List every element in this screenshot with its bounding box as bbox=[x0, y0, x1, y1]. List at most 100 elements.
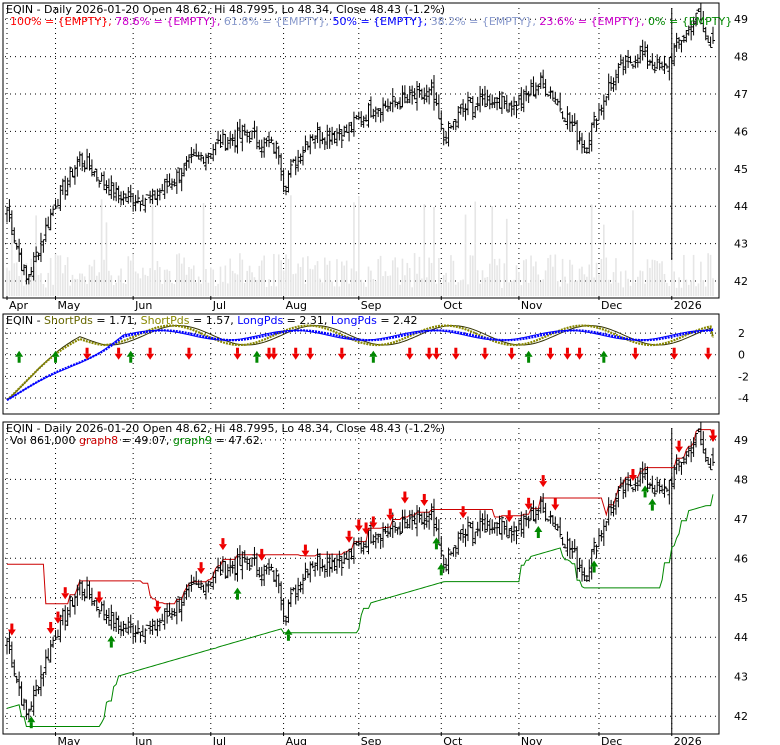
volume-bar bbox=[661, 261, 663, 296]
oscillator-legend-item: LongPds bbox=[331, 314, 380, 327]
volume-bar bbox=[476, 270, 479, 296]
sell-arrow-shaft bbox=[454, 347, 458, 354]
sell-arrow bbox=[480, 353, 489, 360]
volume-bar bbox=[522, 260, 525, 296]
volume-bar bbox=[469, 255, 472, 296]
volume-bar bbox=[42, 284, 45, 296]
price-x-tick-label: Aug bbox=[286, 299, 307, 312]
sell-arrow-shaft bbox=[371, 516, 375, 523]
volume-bar bbox=[226, 283, 229, 296]
volume-bar bbox=[421, 278, 423, 296]
buy-arrow-shaft bbox=[235, 593, 239, 600]
volume-bar bbox=[311, 269, 314, 296]
sell-arrow bbox=[400, 497, 409, 504]
sell-arrow bbox=[233, 353, 242, 360]
volume-bar bbox=[292, 274, 295, 296]
sell-arrow-shaft bbox=[97, 591, 101, 598]
volume-bar bbox=[673, 271, 675, 296]
volume-bar bbox=[338, 286, 341, 296]
sell-arrow bbox=[218, 544, 227, 551]
volume-bar bbox=[658, 263, 661, 296]
oscillator-legend: EQIN - ShortPds = 1.71, ShortPds = 1.57,… bbox=[6, 314, 418, 327]
signal-x-tick-label: Nov bbox=[521, 735, 543, 745]
sell-arrow bbox=[306, 353, 315, 360]
sell-arrow-shaft bbox=[553, 498, 557, 505]
sell-arrow bbox=[61, 593, 70, 600]
volume-bar bbox=[406, 262, 409, 296]
volume-bar bbox=[256, 279, 258, 296]
volume-bar bbox=[459, 280, 462, 296]
signal-x-tick-label: Sep bbox=[361, 735, 382, 745]
volume-bar bbox=[666, 282, 668, 296]
sell-arrow-shaft bbox=[510, 347, 514, 354]
volume-bar bbox=[71, 274, 74, 296]
sell-arrow bbox=[539, 481, 548, 488]
sell-arrow-shaft bbox=[63, 587, 67, 594]
volume-bar bbox=[653, 260, 656, 296]
volume-bar bbox=[239, 253, 241, 296]
fib-legend-item: 61.8% = {EMPTY}, bbox=[224, 15, 333, 28]
signal-y-tick-label: 45 bbox=[734, 592, 748, 605]
volume-bar bbox=[702, 280, 705, 296]
signal-y-axis: 42 43 44 45 46 47 48 49 bbox=[734, 434, 748, 723]
volume-bar bbox=[127, 256, 130, 296]
signal-x-tick-label: Oct bbox=[443, 735, 463, 745]
fib-legend: 100% = {EMPTY}, 78.6% = {EMPTY}, 61.8% =… bbox=[10, 15, 732, 28]
sell-arrow bbox=[575, 353, 584, 360]
volume-bar bbox=[32, 266, 35, 296]
price-y-tick-label: 42 bbox=[734, 275, 748, 288]
volume-bar bbox=[532, 266, 535, 296]
volume-bar bbox=[474, 201, 477, 296]
sell-arrow bbox=[628, 474, 637, 481]
volume-bar bbox=[219, 266, 222, 296]
volume-bar bbox=[171, 282, 173, 296]
price-candles bbox=[5, 2, 715, 285]
volume-bar bbox=[629, 285, 632, 296]
sell-arrow-shaft bbox=[56, 611, 60, 618]
volume-bar bbox=[503, 263, 506, 296]
sell-arrow bbox=[524, 503, 533, 510]
volume-bar bbox=[287, 258, 290, 296]
sell-arrow-shaft bbox=[199, 562, 203, 569]
oscillator-y-tick-label: -4 bbox=[738, 392, 749, 405]
sell-arrow-shaft bbox=[631, 468, 635, 475]
volume-bar bbox=[49, 257, 52, 296]
volume-bar bbox=[670, 259, 673, 296]
sell-arrow bbox=[670, 353, 679, 360]
buy-arrow bbox=[107, 635, 116, 642]
signal-y-tick-label: 47 bbox=[734, 513, 748, 526]
volume-bar bbox=[120, 268, 122, 296]
signal-y-tick-label: 49 bbox=[734, 434, 748, 447]
volume-bar bbox=[707, 253, 709, 296]
volume-bar bbox=[607, 279, 610, 296]
volume-bar bbox=[146, 275, 149, 296]
sell-arrow-shaft bbox=[633, 347, 637, 354]
volume-bar bbox=[486, 276, 489, 296]
graph8-line bbox=[7, 429, 714, 605]
sell-arrow bbox=[405, 353, 414, 360]
buy-arrow bbox=[641, 485, 650, 492]
volume-bar bbox=[697, 283, 700, 296]
volume-bar bbox=[149, 268, 151, 296]
signal-x-tick-label: 2026 bbox=[674, 735, 702, 745]
sell-arrow bbox=[451, 353, 460, 360]
volume-bar bbox=[176, 254, 178, 296]
volume-bar bbox=[438, 258, 440, 296]
price-x-tick-label: Sep bbox=[361, 299, 382, 312]
volume-bar bbox=[685, 279, 688, 296]
volume-bar bbox=[275, 286, 278, 296]
volume-bar bbox=[544, 270, 547, 296]
volume-bar bbox=[54, 253, 57, 296]
volume-bar bbox=[15, 262, 18, 296]
volume-bar bbox=[197, 276, 200, 296]
volume-bar bbox=[576, 280, 578, 296]
signal-x-tick-label: Aug bbox=[286, 735, 307, 745]
signal-candles bbox=[5, 422, 715, 720]
volume-bar bbox=[467, 284, 469, 296]
sell-arrow bbox=[153, 606, 162, 613]
volume-bar bbox=[425, 277, 428, 296]
buy-arrow bbox=[27, 716, 36, 723]
sell-arrow-shaft bbox=[422, 493, 426, 500]
volume-bar bbox=[605, 257, 608, 296]
